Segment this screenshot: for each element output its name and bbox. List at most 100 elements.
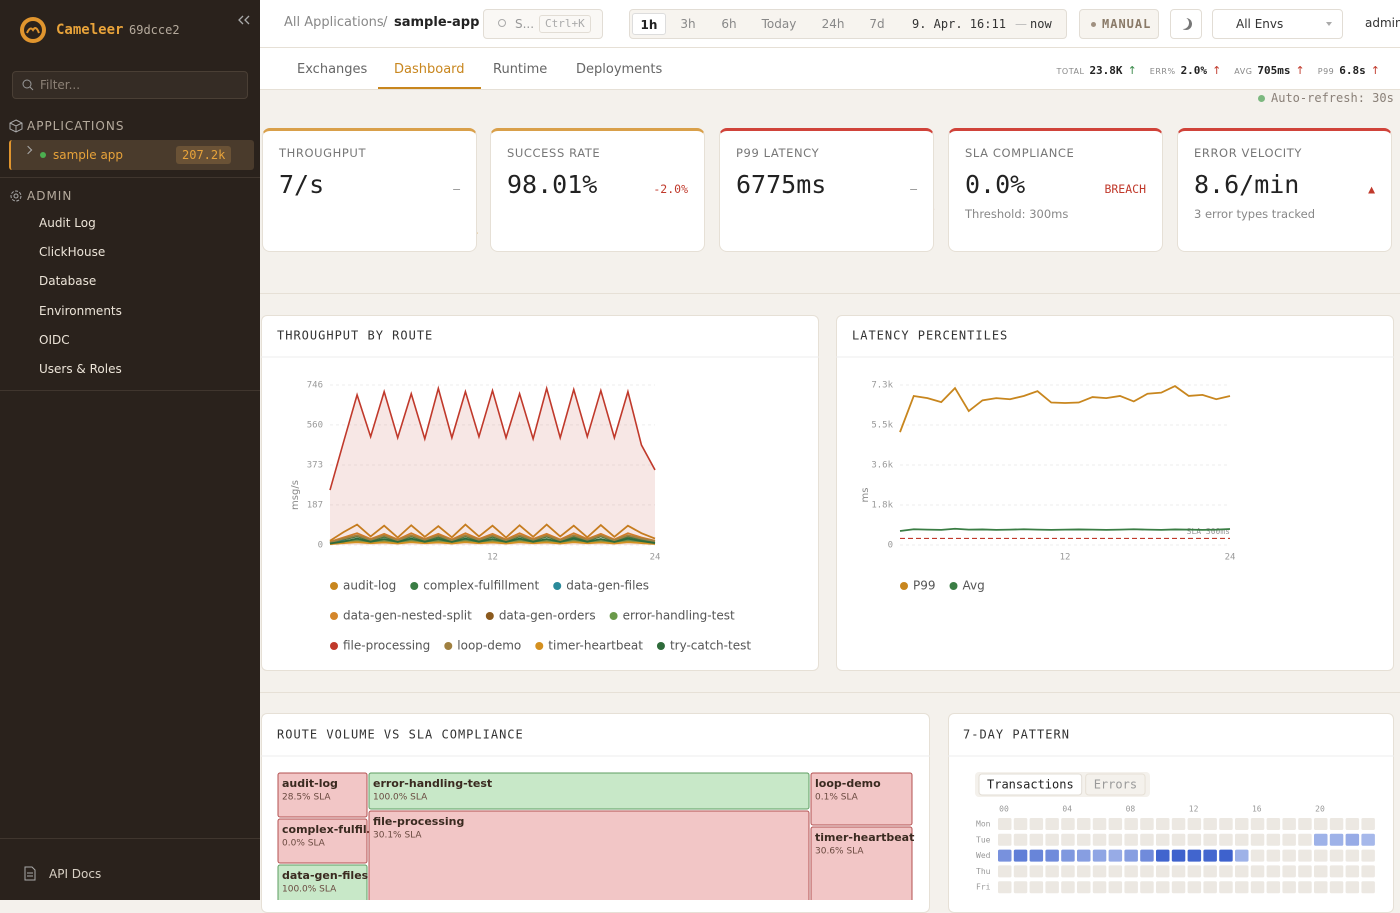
- stat: AVG 705ms ↑: [1234, 62, 1304, 81]
- kpi-value: 7/s: [279, 170, 325, 199]
- kpi-value: 8.6/min: [1194, 170, 1300, 199]
- stat-arrow: ↑: [1212, 64, 1222, 77]
- status-dot: [40, 152, 46, 158]
- time-range-button[interactable]: 6h: [721, 17, 737, 31]
- stat-arrow: ↑: [1370, 64, 1380, 77]
- range-end[interactable]: now: [1030, 17, 1052, 31]
- search-text: S...: [515, 17, 535, 31]
- sidebar: Cameleer 69dcce2 Filter... APPLICATIONS samp…: [0, 0, 260, 900]
- kpi-trend: -2.0%: [653, 182, 688, 196]
- stat-label: TOTAL: [1056, 67, 1085, 76]
- app-row[interactable]: sample app 207.2k: [9, 140, 254, 170]
- stat: TOTAL 23.8K ↑: [1057, 62, 1137, 81]
- kpi-card: SUCCESS RATE 98.01% -2.0%: [490, 128, 705, 252]
- kpi-trend: —: [453, 182, 460, 196]
- search-icon: [498, 19, 506, 27]
- admin-link[interactable]: Users & Roles: [39, 362, 122, 376]
- environment-select[interactable]: All Envs: [1212, 9, 1343, 39]
- brand: Cameleer: [56, 22, 124, 38]
- kpi-value: 0.0%: [965, 170, 1026, 199]
- divider: [0, 177, 260, 178]
- stats-row: TOTAL 23.8K ↑ ERR% 2.0% ↑ AVG 705ms ↑ P99 6.8s ↑: [1057, 62, 1380, 81]
- stat-value: 23.8K: [1089, 64, 1123, 77]
- admin-icon: [10, 190, 22, 202]
- tab[interactable]: Deployments: [576, 62, 663, 77]
- tab[interactable]: Dashboard: [394, 62, 465, 77]
- admin-link[interactable]: Environments: [39, 303, 122, 318]
- breadcrumb-current: sample-app: [394, 15, 480, 30]
- breadcrumb-separator: /: [383, 15, 388, 30]
- tab[interactable]: Runtime: [493, 62, 548, 77]
- admin-link[interactable]: Database: [39, 274, 97, 289]
- divider: [260, 692, 1400, 693]
- latency-panel: [836, 315, 1394, 671]
- chevron-icon: [23, 145, 33, 155]
- kpi-trend: ▲: [1368, 182, 1375, 196]
- admin-link[interactable]: ClickHouse: [39, 245, 106, 260]
- apps-icon: [9, 119, 23, 133]
- stat-label: ERR%: [1149, 67, 1176, 76]
- kpi-label: P99 LATENCY: [736, 146, 820, 160]
- refresh-mode-button[interactable]: MANUAL: [1079, 9, 1159, 39]
- section-heading: APPLICATIONS: [27, 119, 125, 133]
- tab-bar: [260, 48, 1400, 90]
- time-range-button[interactable]: Today: [761, 17, 797, 31]
- time-range-button[interactable]: 24h: [821, 17, 845, 31]
- shortcut: Ctrl+K: [539, 15, 591, 33]
- version: 69dcce2: [129, 23, 180, 37]
- time-range-button[interactable]: 1h: [632, 13, 666, 35]
- section-heading: ADMIN: [27, 189, 73, 203]
- moon-icon: [1180, 18, 1192, 30]
- stat-value: 6.8s: [1339, 64, 1366, 77]
- app-count: 207.2k: [176, 146, 232, 164]
- pattern-panel: [948, 713, 1394, 913]
- kpi-trend: —: [910, 182, 917, 196]
- stat-arrow: ↑: [1127, 64, 1137, 77]
- time-range-button[interactable]: 7d: [869, 17, 885, 31]
- stat-label: P99: [1317, 67, 1335, 76]
- time-range-group: 1h 3h 6h Today 24h 7d 9. Apr. 16:11 — now: [629, 9, 1067, 39]
- kpi-card: SLA COMPLIANCE 0.0% BREACH Threshold: 300ms: [948, 128, 1163, 252]
- logo: [20, 17, 46, 43]
- caret-icon: [1326, 22, 1332, 29]
- kpi-label: SLA COMPLIANCE: [965, 146, 1075, 160]
- range-start[interactable]: 9. Apr. 16:11: [912, 17, 1006, 31]
- filter-box[interactable]: [12, 71, 248, 99]
- time-range-button[interactable]: 3h: [680, 17, 696, 31]
- stat-value: 2.0%: [1180, 64, 1208, 77]
- kpi-note: 3 error types tracked: [1194, 207, 1316, 221]
- theme-toggle[interactable]: [1170, 9, 1202, 39]
- status-dot: [1258, 95, 1265, 102]
- tab[interactable]: Exchanges: [297, 62, 368, 77]
- stat: P99 6.8s ↑: [1318, 62, 1380, 81]
- stat-arrow: ↑: [1295, 64, 1305, 77]
- stat-value: 705ms: [1257, 64, 1291, 77]
- kpi-note: Threshold: 300ms: [965, 207, 1069, 221]
- search-box[interactable]: S... Ctrl+K: [483, 9, 603, 39]
- admin-link[interactable]: OIDC: [39, 332, 70, 347]
- admin-link[interactable]: Audit Log: [39, 216, 96, 230]
- stat-label: AVG: [1234, 67, 1253, 76]
- filter-placeholder: Filter...: [40, 78, 81, 92]
- kpi-value: 6775ms: [736, 170, 827, 199]
- search-icon: [22, 79, 34, 91]
- treemap-panel: [261, 713, 930, 913]
- status-dot: [1091, 22, 1096, 27]
- stat: ERR% 2.0% ↑: [1150, 62, 1222, 81]
- collapse-icon[interactable]: [237, 14, 251, 26]
- kpi-value: 98.01%: [507, 170, 598, 199]
- throughput-panel: [261, 315, 819, 671]
- breadcrumb[interactable]: All Applications: [284, 15, 384, 30]
- kpi-label: ERROR VELOCITY: [1194, 146, 1302, 160]
- doc-icon: [24, 866, 36, 881]
- user-menu[interactable]: admin: [1365, 16, 1400, 30]
- app-name: sample app: [53, 148, 124, 162]
- auto-refresh: Auto-refresh: 30s: [1271, 91, 1394, 105]
- kpi-label: THROUGHPUT: [279, 146, 367, 160]
- active-tab-underline: [378, 87, 481, 89]
- kpi-card: THROUGHPUT 7/s —: [262, 128, 477, 252]
- kpi-label: SUCCESS RATE: [507, 146, 601, 160]
- environment: All Envs: [1236, 17, 1284, 31]
- api-docs-link[interactable]: API Docs: [49, 867, 102, 881]
